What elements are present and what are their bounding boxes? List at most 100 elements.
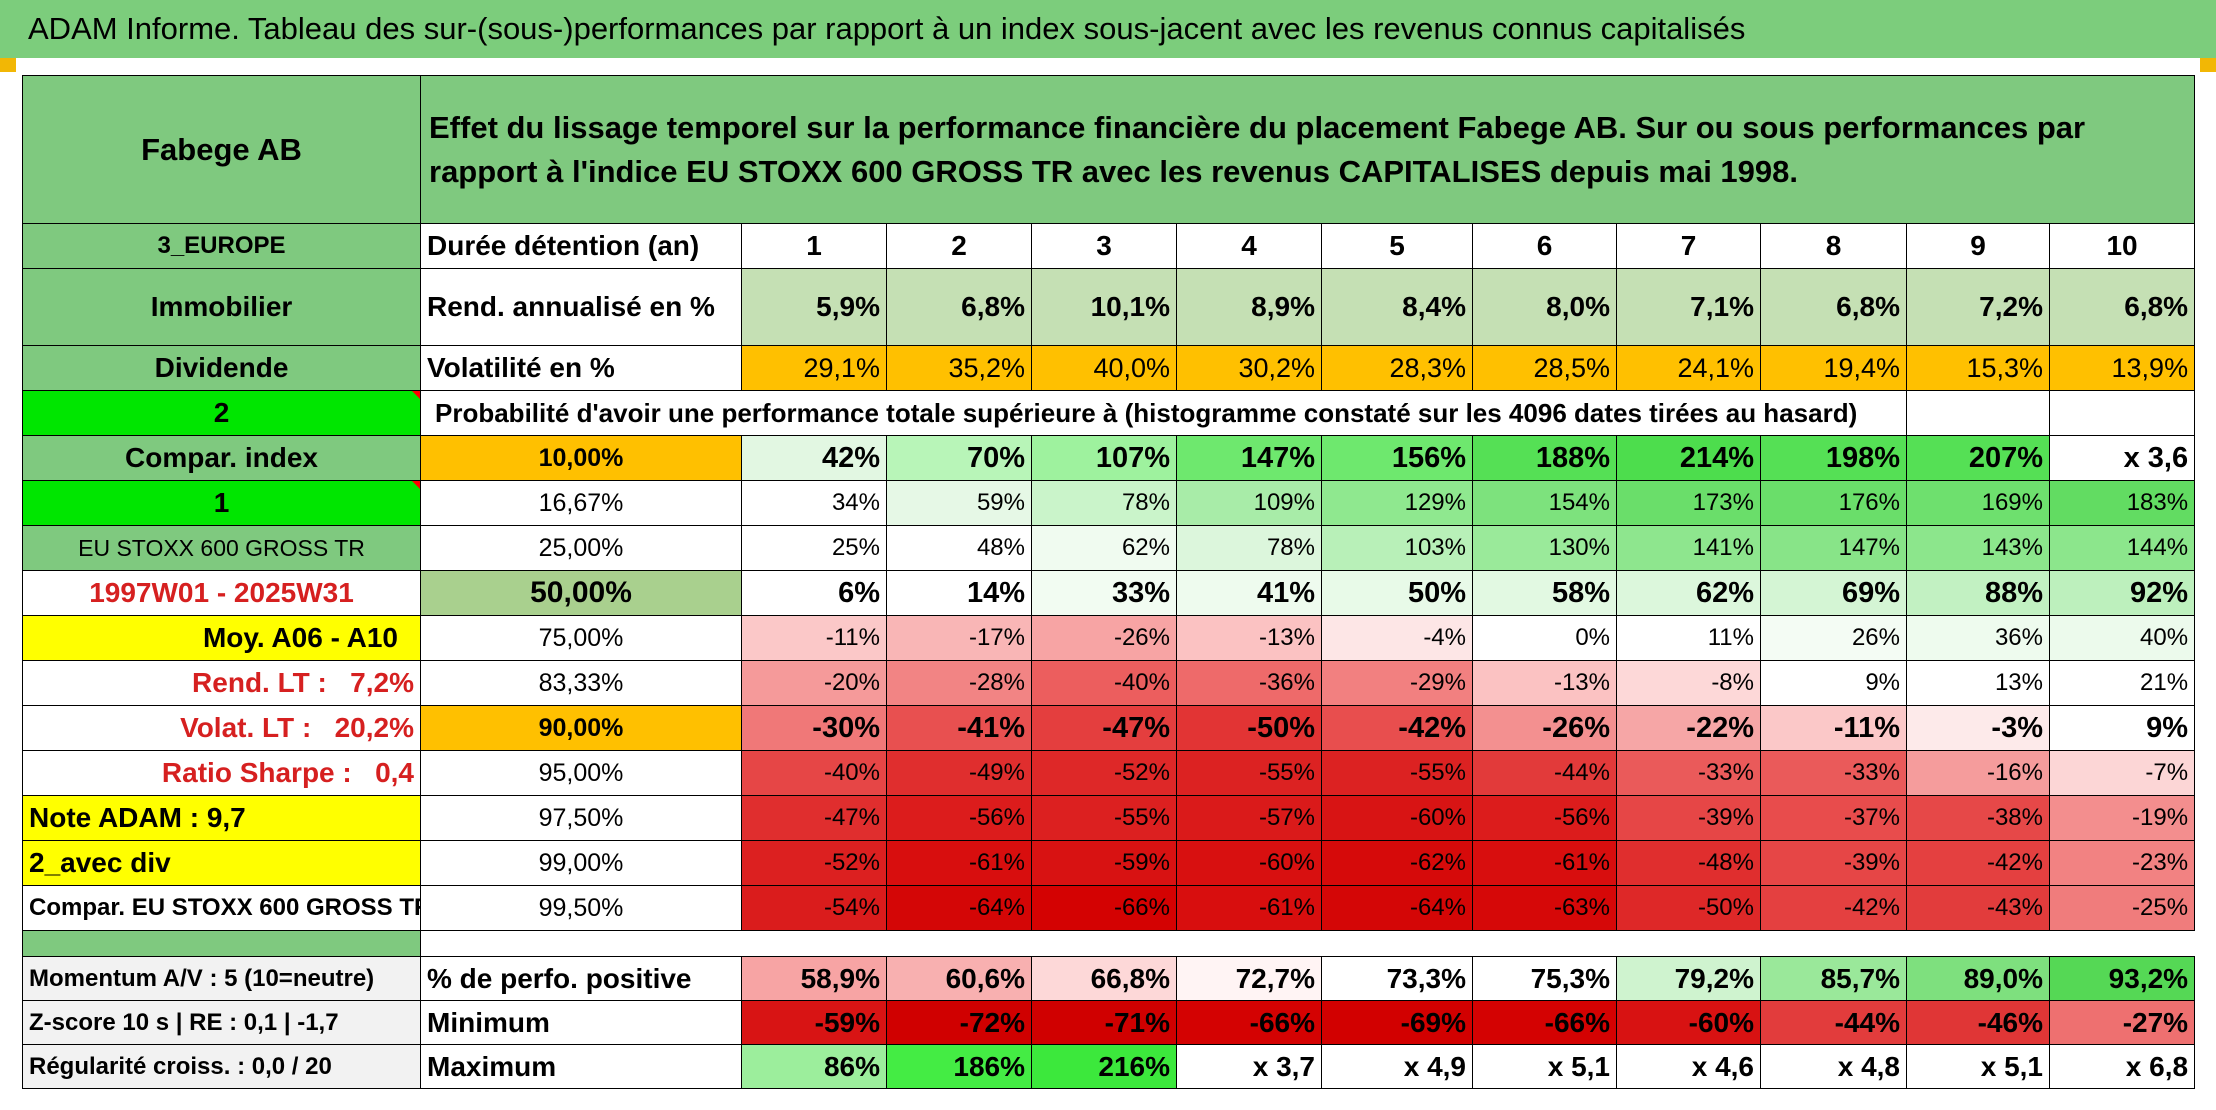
probability-value: -25%: [2048, 885, 2196, 931]
table-description: Effet du lissage temporel sur la perform…: [419, 75, 2196, 224]
bottom-value: 75,3%: [1472, 956, 1617, 1001]
probability-value: -60%: [1176, 840, 1322, 886]
probability-value: -43%: [1906, 885, 2050, 931]
probability-value: 9%: [2048, 705, 2196, 751]
probability-value: 14%: [886, 570, 1032, 616]
vol-value: 35,2%: [886, 345, 1032, 391]
probability-value: -48%: [1616, 840, 1761, 886]
probability-value: 176%: [1760, 480, 1907, 526]
moy-label: Moy. A06 - A10: [22, 615, 421, 661]
probability-threshold: 83,33%: [420, 660, 742, 706]
probability-value: 147%: [1176, 435, 1322, 481]
duration-header: 4: [1176, 223, 1322, 269]
volat-lt-label: Volat. LT : 20,2%: [22, 705, 421, 751]
probability-value: -44%: [1472, 750, 1617, 796]
rend-value: 7,2%: [1906, 268, 2050, 346]
bottom-value: 66,8%: [1031, 956, 1177, 1001]
probability-value: -64%: [886, 885, 1032, 931]
probability-value: 130%: [1472, 525, 1617, 571]
probability-value: 34%: [741, 480, 887, 526]
probability-value: 207%: [1906, 435, 2050, 481]
probability-value: -61%: [1472, 840, 1617, 886]
bottom-value: x 5,1: [1906, 1044, 2050, 1089]
rend-value: 8,9%: [1176, 268, 1322, 346]
bottom-value: x 4,9: [1321, 1044, 1473, 1089]
empty-cell: [2048, 390, 2196, 436]
probability-value: -42%: [1321, 705, 1473, 751]
separator-cell: [420, 930, 2195, 957]
bottom-value: 89,0%: [1906, 956, 2050, 1001]
vol-value: 24,1%: [1616, 345, 1761, 391]
bottom-value: 58,9%: [741, 956, 887, 1001]
duration-header: 3: [1031, 223, 1177, 269]
probability-value: 62%: [1616, 570, 1761, 616]
fund-name: Fabege AB: [22, 75, 421, 224]
probability-value: 109%: [1176, 480, 1322, 526]
probability-value: -38%: [1906, 795, 2050, 841]
probability-value: -50%: [1616, 885, 1761, 931]
probability-value: 0%: [1472, 615, 1617, 661]
probability-value: 78%: [1176, 525, 1322, 571]
bottom-value: -66%: [1472, 1000, 1617, 1045]
probability-value: 183%: [2048, 480, 2196, 526]
sharpe-label: Ratio Sharpe : 0,4: [22, 750, 421, 796]
probability-value: -33%: [1760, 750, 1907, 796]
probability-value: -60%: [1321, 795, 1473, 841]
probability-value: -62%: [1321, 840, 1473, 886]
probability-threshold: 97,50%: [420, 795, 742, 841]
rend-value: 6,8%: [1760, 268, 1907, 346]
probability-value: -37%: [1760, 795, 1907, 841]
probability-value: 107%: [1031, 435, 1177, 481]
duration-header: 2: [886, 223, 1032, 269]
probability-value: -11%: [741, 615, 887, 661]
probability-value: 144%: [2048, 525, 2196, 571]
probability-value: -59%: [1031, 840, 1177, 886]
probability-value: -11%: [1760, 705, 1907, 751]
probability-value: -63%: [1472, 885, 1617, 931]
probability-value: 62%: [1031, 525, 1177, 571]
probability-value: -42%: [1906, 840, 2050, 886]
bottom-value: 86%: [741, 1044, 887, 1089]
bottom-value: 73,3%: [1321, 956, 1473, 1001]
avec-div-label: 2_avec div: [22, 840, 421, 886]
probability-value: 26%: [1760, 615, 1907, 661]
bottom-value: 216%: [1031, 1044, 1177, 1089]
bottom-value: -60%: [1616, 1000, 1761, 1045]
probability-value: -61%: [886, 840, 1032, 886]
probability-value: -29%: [1321, 660, 1473, 706]
probability-value: -39%: [1616, 795, 1761, 841]
probability-value: -3%: [1906, 705, 2050, 751]
rend-value: 6,8%: [2048, 268, 2196, 346]
selector-1[interactable]: 1: [22, 480, 421, 526]
probability-threshold: 25,00%: [420, 525, 742, 571]
probability-value: -52%: [1031, 750, 1177, 796]
bottom-value: x 6,8: [2048, 1044, 2196, 1089]
bottom-value: -71%: [1031, 1000, 1177, 1045]
probability-value: 25%: [741, 525, 887, 571]
selector-2[interactable]: 2: [22, 390, 421, 436]
vol-value: 29,1%: [741, 345, 887, 391]
probability-value: 58%: [1472, 570, 1617, 616]
probability-value: 11%: [1616, 615, 1761, 661]
bottom-value: -44%: [1760, 1000, 1907, 1045]
probability-value: -49%: [886, 750, 1032, 796]
probability-value: 141%: [1616, 525, 1761, 571]
vol-label: Volatilité en %: [420, 345, 742, 391]
bottom-value: -69%: [1321, 1000, 1473, 1045]
probability-threshold: 50,00%: [420, 570, 742, 616]
bottom-value: 85,7%: [1760, 956, 1907, 1001]
compar-index-label: Compar. index: [22, 435, 421, 481]
probability-value: -47%: [741, 795, 887, 841]
bottom-stat-label: Z-score 10 s | RE : 0,1 | -1,7: [22, 1000, 421, 1045]
bottom-value: x 5,1: [1472, 1044, 1617, 1089]
separator-cell: [22, 930, 421, 957]
probability-value: -42%: [1760, 885, 1907, 931]
bottom-value: -66%: [1176, 1000, 1322, 1045]
probability-value: -7%: [2048, 750, 2196, 796]
probability-value: -50%: [1176, 705, 1322, 751]
vol-value: 28,5%: [1472, 345, 1617, 391]
region-label: 3_EUROPE: [22, 223, 421, 269]
probability-value: -4%: [1321, 615, 1473, 661]
probability-value: 103%: [1321, 525, 1473, 571]
probability-value: 70%: [886, 435, 1032, 481]
